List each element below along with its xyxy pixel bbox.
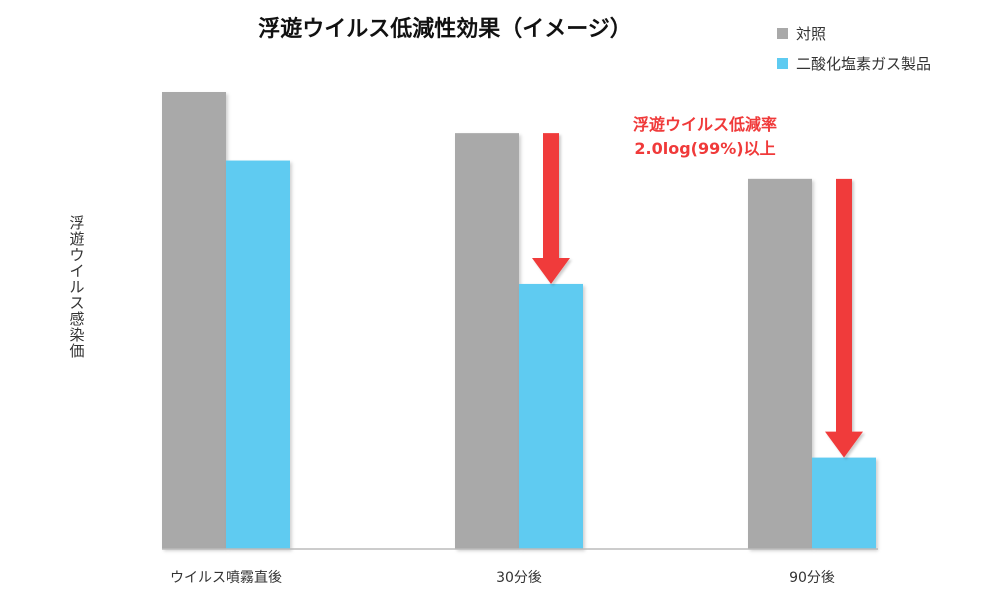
down-arrow-1: [532, 133, 570, 284]
bar-control-0: [162, 92, 226, 549]
legend-swatch-control: [777, 28, 788, 39]
bar-product-1: [519, 283, 583, 549]
bar-product-2: [812, 457, 876, 549]
chart-title: 浮遊ウイルス低減性効果（イメージ）: [258, 16, 632, 42]
y-axis-label: 浮遊ウイルス感染価: [69, 214, 84, 360]
bar-control-1: [455, 133, 519, 549]
legend-swatch-product: [777, 58, 788, 69]
annotation-line-1: 浮遊ウイルス低減率: [633, 115, 777, 134]
x-tick-label-2: 90分後: [789, 570, 835, 586]
legend: 対照 二酸化塩素ガス製品: [777, 25, 931, 73]
x-tick-label-0: ウイルス噴霧直後: [170, 569, 282, 586]
reduction-arrows: [532, 133, 863, 458]
x-tick-label-1: 30分後: [496, 570, 542, 586]
down-arrow-2: [825, 178, 863, 458]
bar-group: [162, 92, 876, 550]
x-tick-labels: ウイルス噴霧直後 30分後 90分後: [170, 569, 835, 586]
bar-product-0: [226, 160, 290, 550]
bar-control-2: [748, 178, 812, 549]
legend-label-product: 二酸化塩素ガス製品: [796, 55, 931, 73]
legend-label-control: 対照: [796, 25, 826, 43]
annotation-line-2: 2.0log(99%)以上: [634, 139, 775, 158]
